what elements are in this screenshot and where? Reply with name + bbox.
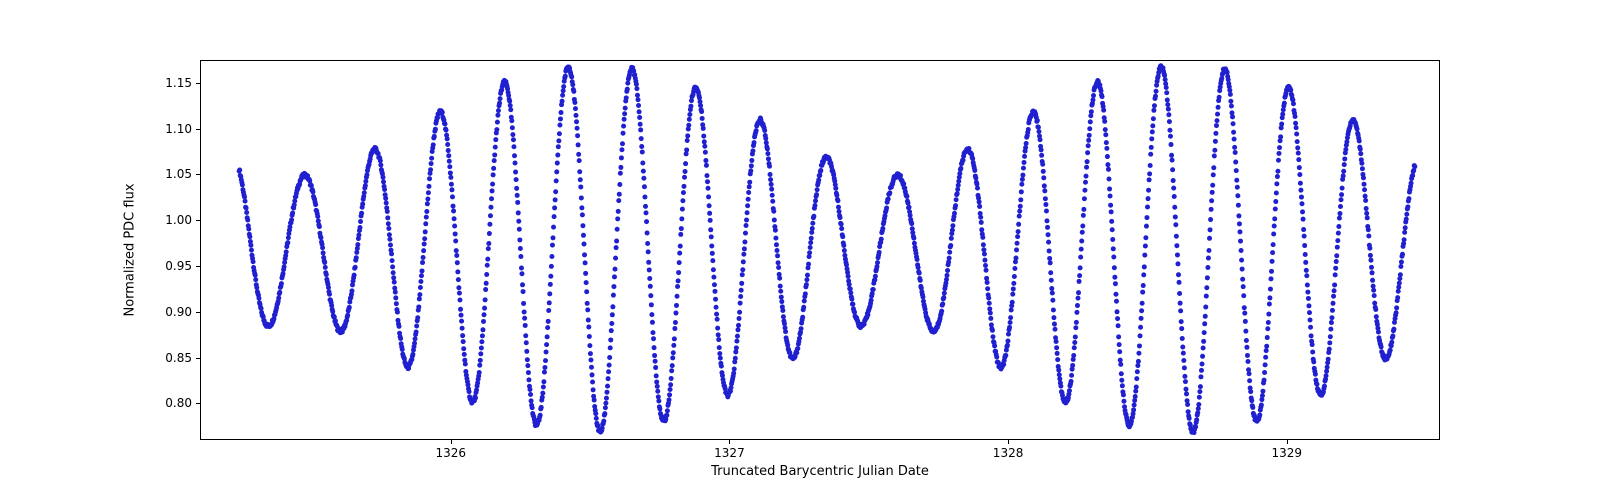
y-tick xyxy=(196,83,200,84)
x-tick xyxy=(1008,440,1009,444)
y-tick-label: 0.95 xyxy=(165,259,192,273)
x-tick xyxy=(1287,440,1288,444)
y-tick xyxy=(196,129,200,130)
y-tick xyxy=(196,174,200,175)
y-axis-label: Normalized PDC flux xyxy=(123,183,138,316)
y-tick xyxy=(196,220,200,221)
y-tick-label: 1.05 xyxy=(165,167,192,181)
x-axis-label: Truncated Barycentric Julian Date xyxy=(200,464,1440,479)
x-tick-label: 1326 xyxy=(436,446,467,460)
x-tick-label: 1327 xyxy=(714,446,745,460)
y-tick xyxy=(196,403,200,404)
y-tick-label: 0.85 xyxy=(165,351,192,365)
figure: Truncated Barycentric Julian Date Normal… xyxy=(0,0,1600,500)
y-tick-label: 1.00 xyxy=(165,213,192,227)
x-tick-label: 1329 xyxy=(1271,446,1302,460)
y-tick xyxy=(196,266,200,267)
x-tick-label: 1328 xyxy=(993,446,1024,460)
light-curve-series xyxy=(237,63,1418,435)
plot-area xyxy=(200,60,1440,440)
y-tick xyxy=(196,358,200,359)
y-tick xyxy=(196,312,200,313)
y-tick-label: 0.80 xyxy=(165,396,192,410)
y-tick-label: 0.90 xyxy=(165,305,192,319)
plot-svg xyxy=(201,61,1441,441)
y-tick-label: 1.15 xyxy=(165,76,192,90)
x-tick xyxy=(729,440,730,444)
x-tick xyxy=(451,440,452,444)
y-tick-label: 1.10 xyxy=(165,122,192,136)
